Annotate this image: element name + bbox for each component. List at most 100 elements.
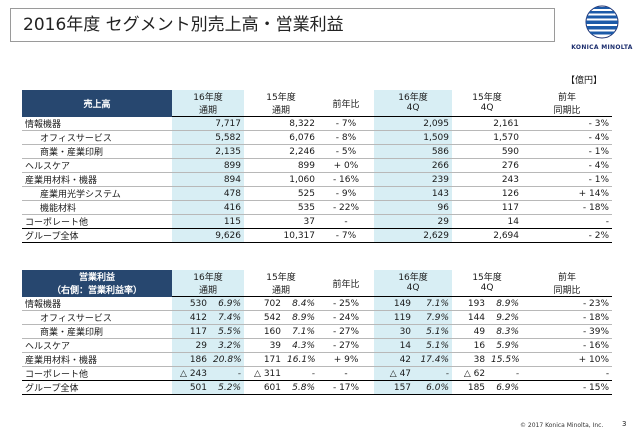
cell: 590	[452, 144, 522, 159]
logo-wordmark: KONICA MINOLTA	[571, 44, 633, 51]
row-label: 産業用光学システム	[22, 186, 172, 201]
cell: - 1%	[522, 172, 612, 187]
table-row: 商業・産業印刷 117 5.5% 160 7.1% - 27% 30 5.1% …	[22, 324, 613, 339]
table-row: 産業用材料・機器 186 20.8% 171 16.1% + 9% 42 17.…	[22, 352, 613, 367]
row-label: 商業・産業印刷	[22, 324, 172, 339]
cell-rate: 8.9%	[488, 296, 523, 311]
cell: + 9%	[318, 352, 375, 367]
cell: 535	[244, 200, 318, 215]
cell: △ 311	[254, 368, 282, 379]
cell: 2,694	[452, 228, 522, 243]
cell: - 8%	[318, 130, 374, 145]
op-header-title: 営業利益	[78, 273, 115, 284]
row-label: 産業用材料・機器	[22, 352, 172, 367]
cell-rate: 7.9%	[414, 310, 453, 325]
op-col-header: 15年度	[472, 273, 502, 283]
cell: 16	[452, 338, 489, 353]
cell: 42	[374, 352, 415, 367]
cell: 601	[244, 380, 285, 395]
table-row: コーポレート他 △ 243 - △ 311 - - △ 47 - △ 62 - …	[22, 366, 612, 381]
row-label: 産業用材料・機器	[22, 172, 172, 187]
row-label: 商業・産業印刷	[22, 144, 172, 159]
sales-col-subheader: 通期	[172, 103, 244, 117]
table-row: ヘルスケア 899 899 + 0% 266 276 - 4%	[22, 158, 612, 173]
sales-col-header: 前年	[557, 93, 576, 103]
row-label: ヘルスケア	[22, 158, 172, 173]
table-row: 産業用光学システム 478 525 - 9% 143 126 + 14%	[22, 186, 612, 201]
sales-col-header: 16年度	[374, 90, 452, 103]
cell-rate: 6.9%	[210, 296, 245, 311]
cell: 186	[172, 352, 210, 367]
page-title: 2016年度 セグメント別売上高・営業利益	[10, 8, 555, 42]
cell-rate: -	[210, 366, 245, 381]
cell: - 23%	[522, 296, 613, 311]
cell-rate: 8.9%	[284, 310, 319, 325]
cell: - 25%	[318, 296, 375, 311]
op-col-subheader: 通期	[244, 283, 319, 297]
cell: 119	[374, 310, 415, 325]
table-row: オフィスサービス 5,582 6,076 - 8% 1,509 1,570 - …	[22, 130, 612, 145]
op-header-row-top: 営業利益 （右側：営業利益率） 16年度 15年度 前年比 16年度 15年度 …	[22, 270, 612, 297]
cell: 193	[452, 296, 489, 311]
cell-rate: -	[311, 368, 316, 379]
cell: 702	[244, 296, 285, 311]
company-logo: KONICA MINOLTA	[570, 4, 634, 64]
cell: 2,135	[172, 144, 244, 159]
cell: 416	[172, 200, 244, 215]
cell-rate: -	[414, 366, 453, 381]
sales-col-header: 15年度	[266, 93, 296, 103]
cell: 7,717	[172, 116, 244, 131]
op-col-header: 前年	[558, 273, 577, 283]
sales-col-subheader: 4Q	[374, 103, 452, 117]
cell-rate: 5.5%	[210, 324, 245, 339]
cell: 143	[374, 186, 452, 201]
cell: 239	[374, 172, 452, 187]
sales-header-row-bottom: 通期 通期 4Q 4Q 同期比	[22, 103, 612, 117]
cell-rate: 17.4%	[414, 352, 453, 367]
row-label: 機能材料	[22, 200, 172, 215]
cell: 29	[374, 214, 452, 229]
cell: - 4%	[522, 158, 612, 173]
op-col-subheader: 通期	[172, 283, 245, 297]
page-number: 3	[622, 420, 627, 428]
cell: 2,095	[374, 116, 452, 131]
cell: 1,570	[452, 130, 522, 145]
cell: -	[344, 216, 348, 227]
cell: 171	[244, 352, 285, 367]
cell: 115	[172, 214, 244, 229]
row-label: コーポレート他	[25, 218, 89, 228]
cell: -	[344, 368, 348, 379]
cell: 525	[244, 186, 318, 201]
sales-col-header: 16年度	[172, 90, 244, 103]
table-row: ヘルスケア 29 3.2% 39 4.3% - 27% 14 5.1% 16 5…	[22, 338, 613, 353]
sales-col-subheader: 同期比	[522, 103, 612, 117]
cell-rate: 5.1%	[414, 338, 453, 353]
cell: 149	[374, 296, 415, 311]
cell: 160	[244, 324, 285, 339]
cell: 2,629	[374, 228, 452, 243]
cell: 899	[172, 158, 244, 173]
cell-rate: -	[515, 368, 520, 379]
cell: △ 62	[463, 368, 486, 379]
cell: 276	[452, 158, 522, 173]
cell: 501	[172, 380, 210, 395]
cell: 39	[244, 338, 285, 353]
cell: 10,317	[244, 228, 318, 243]
cell: 1,509	[374, 130, 452, 145]
cell-rate: 7.1%	[284, 324, 319, 339]
unit-note: 【億円】	[566, 76, 603, 86]
cell-rate: 16.1%	[284, 352, 319, 367]
copyright: © 2017 Konica Minolta, Inc.	[520, 422, 604, 429]
cell: 126	[452, 186, 522, 201]
cell: 96	[374, 200, 452, 215]
cell: - 2%	[522, 228, 612, 243]
table-row: 機能材料 416 535 - 22% 96 117 - 18%	[22, 200, 612, 215]
cell: 1,060	[244, 172, 318, 187]
table-row-total: グループ全体 9,626 10,317 - 7% 2,629 2,694 - 2…	[22, 228, 612, 243]
cell-rate: 8.3%	[488, 324, 523, 339]
sales-header-row-top: 売上高 16年度 15年度 前年比 16年度 15年度 前年	[22, 90, 612, 117]
cell-rate: 9.2%	[488, 310, 523, 325]
table-row: 情報機器 530 6.9% 702 8.4% - 25% 149 7.1% 19…	[22, 296, 613, 311]
table-row: 商業・産業印刷 2,135 2,246 - 5% 586 590 - 1%	[22, 144, 612, 159]
